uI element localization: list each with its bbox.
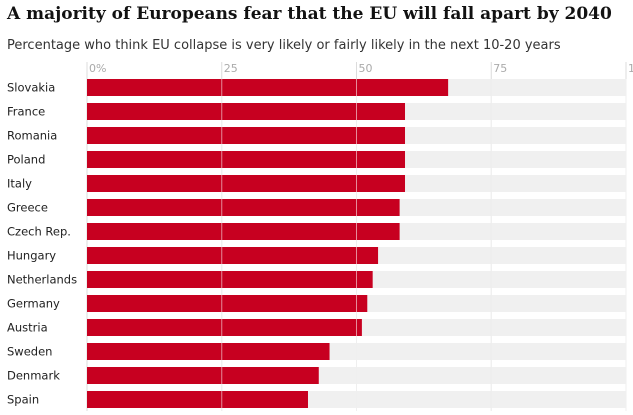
category-label: Germany xyxy=(7,297,60,311)
bar xyxy=(87,391,308,408)
bar xyxy=(87,295,368,312)
bar xyxy=(87,247,379,264)
category-label: Czech Rep. xyxy=(7,225,71,239)
category-label: Slovakia xyxy=(7,81,55,95)
bar xyxy=(87,175,406,192)
bar xyxy=(87,319,362,336)
category-label: Netherlands xyxy=(7,273,77,287)
chart-subtitle: Percentage who think EU collapse is very… xyxy=(7,38,561,53)
x-tick-label: 0% xyxy=(89,62,106,75)
category-label: Denmark xyxy=(7,369,60,383)
category-label: Greece xyxy=(7,201,48,215)
bar xyxy=(87,127,406,144)
bar xyxy=(87,151,406,168)
bar xyxy=(87,271,373,288)
category-label: Sweden xyxy=(7,345,52,359)
category-label: Poland xyxy=(7,153,45,167)
x-tick-label: 25 xyxy=(224,62,238,75)
category-label: Austria xyxy=(7,321,48,335)
category-label: Hungary xyxy=(7,249,56,263)
bar xyxy=(87,343,330,360)
category-label: France xyxy=(7,105,45,119)
bar xyxy=(87,103,406,120)
x-tick-label: 100 xyxy=(628,62,633,75)
bar xyxy=(87,367,319,384)
category-label: Italy xyxy=(7,177,32,191)
bar xyxy=(87,79,449,96)
x-tick-label: 50 xyxy=(359,62,373,75)
category-label: Romania xyxy=(7,129,57,143)
chart-title: A majority of Europeans fear that the EU… xyxy=(7,4,612,24)
category-label: Spain xyxy=(7,393,39,407)
bar xyxy=(87,223,400,240)
bar xyxy=(87,199,400,216)
x-tick-label: 75 xyxy=(493,62,507,75)
